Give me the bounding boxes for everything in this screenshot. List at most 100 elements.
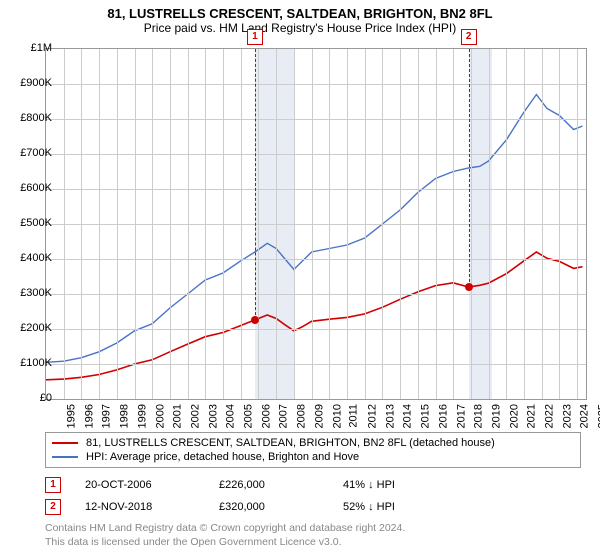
gridline-v: [329, 49, 330, 399]
x-tick-label: 2005: [243, 404, 255, 428]
gridline-v: [223, 49, 224, 399]
x-tick-label: 2008: [296, 404, 308, 428]
marker-label-box: 1: [247, 29, 263, 45]
gridline-h: [46, 119, 586, 120]
x-tick-label: 2021: [526, 404, 538, 428]
y-tick-label: £400K: [2, 252, 52, 264]
x-tick-label: 2023: [561, 404, 573, 428]
gridline-v: [312, 49, 313, 399]
sales-row: 2 12-NOV-2018 £320,000 52% ↓ HPI: [45, 496, 581, 518]
legend-item: 81, LUSTRELLS CRESCENT, SALTDEAN, BRIGHT…: [52, 436, 574, 450]
gridline-h: [46, 224, 586, 225]
gridline-v: [135, 49, 136, 399]
x-tick-label: 2019: [490, 404, 502, 428]
y-tick-label: £600K: [2, 182, 52, 194]
y-tick-label: £1M: [2, 42, 52, 54]
y-tick-label: £700K: [2, 147, 52, 159]
x-tick-label: 1999: [136, 404, 148, 428]
x-tick-label: 1995: [65, 404, 77, 428]
x-tick-label: 2025: [597, 404, 600, 428]
chart-container: 81, LUSTRELLS CRESCENT, SALTDEAN, BRIGHT…: [0, 0, 600, 560]
gridline-h: [46, 294, 586, 295]
gridline-v: [294, 49, 295, 399]
x-tick-label: 1997: [101, 404, 113, 428]
x-tick-label: 2015: [420, 404, 432, 428]
y-tick-label: £800K: [2, 112, 52, 124]
gridline-h: [46, 84, 586, 85]
y-tick-label: £500K: [2, 217, 52, 229]
gridline-v: [559, 49, 560, 399]
legend-swatch: [52, 456, 78, 458]
gridline-v: [241, 49, 242, 399]
y-tick-label: £200K: [2, 322, 52, 334]
gridline-v: [152, 49, 153, 399]
x-tick-label: 2018: [473, 404, 485, 428]
gridline-v: [347, 49, 348, 399]
gridline-v: [170, 49, 171, 399]
marker-label-box: 2: [461, 29, 477, 45]
gridline-v: [436, 49, 437, 399]
legend-item: HPI: Average price, detached house, Brig…: [52, 450, 574, 464]
y-tick-label: £100K: [2, 357, 52, 369]
y-tick-label: £0: [2, 392, 52, 404]
x-tick-label: 2022: [544, 404, 556, 428]
marker-dot: [465, 283, 473, 291]
chart-plot-area: 12: [45, 48, 587, 400]
gridline-h: [46, 329, 586, 330]
gridline-h: [46, 364, 586, 365]
x-tick-label: 1996: [83, 404, 95, 428]
gridline-v: [276, 49, 277, 399]
series-hpi: [46, 95, 583, 363]
gridline-v: [81, 49, 82, 399]
marker-dashed-line: [469, 49, 470, 287]
footnote-line: Contains HM Land Registry data © Crown c…: [45, 522, 581, 536]
gridline-v: [99, 49, 100, 399]
x-tick-label: 2007: [278, 404, 290, 428]
gridline-v: [577, 49, 578, 399]
gridline-v: [258, 49, 259, 399]
x-tick-label: 2024: [579, 404, 591, 428]
gridline-v: [506, 49, 507, 399]
x-tick-label: 2006: [260, 404, 272, 428]
legend-label: HPI: Average price, detached house, Brig…: [86, 451, 359, 463]
x-tick-label: 2011: [348, 404, 360, 428]
x-tick-label: 2016: [437, 404, 449, 428]
gridline-v: [117, 49, 118, 399]
sale-vs-hpi: 41% ↓ HPI: [343, 479, 395, 491]
sale-marker-icon: 2: [45, 499, 61, 515]
gridline-v: [365, 49, 366, 399]
gridline-v: [542, 49, 543, 399]
gridline-v: [471, 49, 472, 399]
gridline-h: [46, 154, 586, 155]
x-tick-label: 2002: [189, 404, 201, 428]
sale-price: £226,000: [219, 479, 319, 491]
y-tick-label: £900K: [2, 77, 52, 89]
x-tick-label: 2010: [331, 404, 343, 428]
sales-row: 1 20-OCT-2006 £226,000 41% ↓ HPI: [45, 474, 581, 496]
gridline-v: [489, 49, 490, 399]
marker-dashed-line: [255, 49, 256, 320]
gridline-v: [524, 49, 525, 399]
chart-title: 81, LUSTRELLS CRESCENT, SALTDEAN, BRIGHT…: [0, 0, 600, 21]
sale-date: 12-NOV-2018: [85, 501, 195, 513]
legend-swatch: [52, 442, 78, 444]
chart-legend: 81, LUSTRELLS CRESCENT, SALTDEAN, BRIGHT…: [45, 432, 581, 468]
sales-table: 1 20-OCT-2006 £226,000 41% ↓ HPI 2 12-NO…: [45, 474, 581, 518]
x-tick-label: 2013: [384, 404, 396, 428]
gridline-v: [453, 49, 454, 399]
x-tick-label: 2014: [402, 404, 414, 428]
x-tick-label: 2009: [313, 404, 325, 428]
sale-vs-hpi: 52% ↓ HPI: [343, 501, 395, 513]
footnote: Contains HM Land Registry data © Crown c…: [45, 522, 581, 549]
marker-dot: [251, 316, 259, 324]
gridline-h: [46, 189, 586, 190]
sale-date: 20-OCT-2006: [85, 479, 195, 491]
gridline-v: [418, 49, 419, 399]
gridline-v: [64, 49, 65, 399]
x-tick-label: 2003: [207, 404, 219, 428]
series-property: [46, 252, 583, 380]
x-tick-label: 1998: [119, 404, 131, 428]
x-tick-label: 2012: [366, 404, 378, 428]
gridline-h: [46, 259, 586, 260]
gridline-v: [188, 49, 189, 399]
